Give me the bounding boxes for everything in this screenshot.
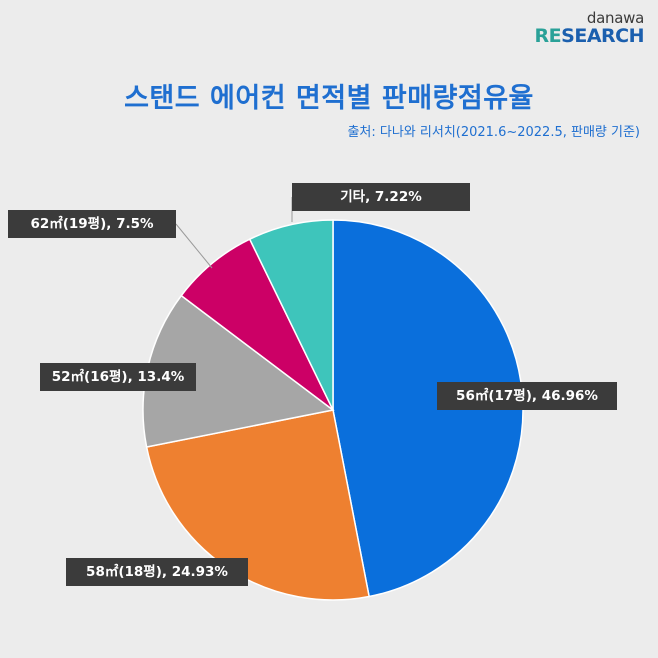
danawa-research-logo: danawa RESEARCH <box>534 9 645 47</box>
logo-search: SEARCH <box>561 25 644 47</box>
logo-re: RE <box>534 25 562 47</box>
data-label-4: 62㎡(19평), 7.5% <box>8 210 176 238</box>
data-label-3: 52㎡(16평), 13.4% <box>40 363 196 391</box>
pie-slice-5 <box>248 219 334 411</box>
data-label-5: 기타, 7.22% <box>292 183 470 211</box>
chart-title: 스탠드 에어컨 면적별 판매량점유율 <box>124 83 534 114</box>
leader-line-4 <box>175 223 213 269</box>
logo-danawa-text: danawa <box>586 9 644 27</box>
data-label-1: 56㎡(17평), 46.96% <box>437 382 617 410</box>
source-note: 출처: 다나와 리서치(2021.6~2022.5, 판매량 기준) <box>347 125 640 140</box>
data-label-2: 58㎡(18평), 24.93% <box>66 558 248 586</box>
logo-research-text: RESEARCH <box>534 25 645 47</box>
